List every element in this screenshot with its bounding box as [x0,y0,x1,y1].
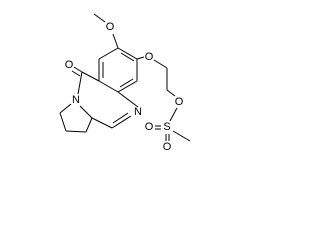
page: O O O N N O S O O (() => { const data = … [59,13,191,153]
atom-label: S [163,121,170,133]
atom-label: O [175,96,184,108]
atom-label: N [72,94,80,106]
bonds [59,13,191,142]
atom-label: O [145,121,154,133]
atom-label: O [106,21,115,33]
atom-label: N [134,106,142,118]
atom-label: O [65,59,74,71]
atom-label: O [145,51,154,63]
atom-labels: O O O N N O S O O [65,21,184,153]
atom-label: O [163,141,172,153]
structure-diagram: O O O N N O S O O [59,13,191,153]
